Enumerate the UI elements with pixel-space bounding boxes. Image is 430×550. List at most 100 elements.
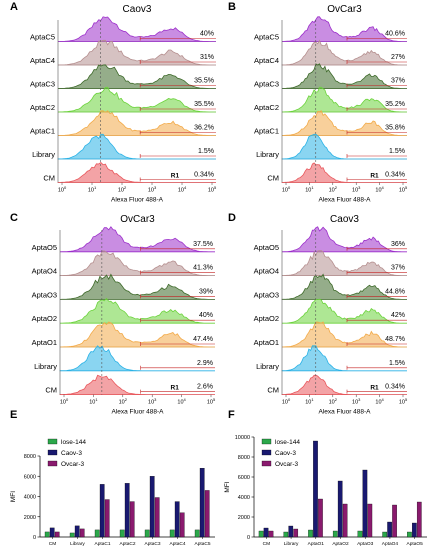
x-tick-label: 101 — [88, 185, 97, 194]
legend-label: lose-144 — [275, 439, 300, 446]
histogram-area — [57, 16, 216, 42]
bar-ovcar-3-aptao3 — [367, 503, 373, 538]
gate-percent: 0.34% — [385, 172, 405, 179]
x-tick-label: 105 — [207, 397, 216, 406]
bar-ovcar-3-aptac4 — [179, 512, 185, 538]
category-label: AptaC5 — [195, 541, 211, 547]
row-label: AptaO4 — [32, 267, 57, 276]
row-label: AptaO4 — [254, 267, 279, 276]
row-label: Library — [32, 150, 55, 159]
category-label: Library — [284, 541, 299, 547]
gate-label: R1 — [171, 173, 180, 180]
gate-percent: 1.5% — [389, 360, 405, 367]
histogram-row-cm: CM 2.6% — [45, 374, 215, 395]
bar-ovcar-3-aptac1 — [104, 499, 110, 538]
gate-percent: 31% — [200, 54, 214, 61]
panel-title: OvCar3 — [327, 4, 362, 15]
row-label: AptaO1 — [32, 338, 57, 347]
histogram-area — [57, 133, 216, 160]
histogram-area — [281, 345, 407, 372]
category-label: AptaO3 — [357, 541, 374, 547]
bar-lose-144-aptao3 — [357, 530, 363, 538]
histogram-row-aptac2: AptaC2 35.5% — [30, 86, 216, 113]
row-label: Library — [34, 362, 57, 371]
histogram-area — [281, 110, 407, 136]
histogram-area — [57, 161, 216, 183]
row-label: AptaO2 — [32, 314, 57, 323]
histogram-area — [281, 63, 407, 89]
bar-caov-3-cm — [263, 527, 269, 538]
row-label: AptaC1 — [254, 127, 279, 136]
histogram-area — [281, 321, 407, 348]
gate-percent: 35.5% — [194, 101, 214, 108]
bar-lose-144-library — [283, 531, 289, 538]
bar-ovcar-3-library — [293, 528, 299, 538]
row-label: AptaC2 — [30, 103, 55, 112]
x-tick-label: 100 — [282, 185, 291, 194]
bar-caov-3-aptao5 — [412, 522, 417, 538]
category-label: AptaO5 — [407, 541, 424, 547]
legend-swatch — [261, 438, 272, 445]
row-label: AptaC2 — [254, 103, 279, 112]
gate-percent: 48.7% — [385, 336, 405, 343]
bar-ovcar-3-aptao5 — [416, 501, 422, 538]
y-axis-label: MFI — [10, 491, 17, 502]
bar-lose-144-aptao4 — [382, 531, 388, 538]
gate-percent: 37% — [391, 78, 405, 85]
y-tick-label: 8000 — [238, 455, 250, 461]
histogram-row-aptac5: AptaC5 40.6% — [254, 16, 407, 42]
bar-ovcar-3-aptao2 — [342, 503, 348, 538]
y-tick-label: 10000 — [235, 435, 250, 441]
gate-percent: 1.5% — [389, 148, 405, 155]
x-tick-label: 104 — [178, 185, 187, 194]
row-label: AptaC3 — [30, 80, 55, 89]
y-tick-label: 0 — [247, 535, 250, 541]
y-tick-label: 8000 — [24, 454, 36, 460]
category-label: AptaC1 — [95, 541, 111, 547]
bar-caov-3-library — [74, 525, 80, 538]
x-tick-label: 100 — [282, 397, 291, 406]
row-label: Library — [256, 362, 279, 371]
histogram-area — [281, 86, 407, 113]
bar-lose-144-aptao2 — [332, 530, 338, 538]
panel-letter: F — [228, 409, 235, 421]
histogram-area — [281, 226, 407, 253]
x-tick-label: 103 — [352, 397, 361, 406]
x-tick-label: 100 — [60, 397, 69, 406]
category-label: AptaC3 — [145, 541, 161, 547]
panel-title: OvCar3 — [120, 214, 155, 225]
panel-letter: B — [228, 1, 236, 13]
bar-lose-144-aptac2 — [119, 529, 125, 538]
bar-lose-144-cm — [44, 531, 50, 538]
legend-label: Ovcar-3 — [275, 461, 299, 468]
bar-ovcar-3-cm — [54, 531, 60, 538]
category-label: AptaO4 — [382, 541, 399, 547]
histogram-area — [57, 110, 216, 136]
row-label: AptaC3 — [254, 80, 279, 89]
gate-percent: 35.2% — [385, 101, 405, 108]
histogram-row-aptac4: AptaC4 27% — [254, 39, 407, 66]
gate-percent: 37% — [391, 265, 405, 272]
histogram-area — [59, 374, 215, 395]
gate-percent: 47.4% — [193, 336, 213, 343]
row-label: AptaC4 — [254, 56, 279, 65]
histogram-row-aptac3: AptaC3 37% — [254, 63, 407, 89]
gate-percent: 40.6% — [385, 31, 405, 38]
row-label: AptaC5 — [30, 33, 55, 42]
histogram-row-aptao2: AptaO2 42% — [254, 298, 407, 324]
row-label: AptaC1 — [30, 127, 55, 136]
x-tick-label: 103 — [352, 185, 361, 194]
histogram-area — [281, 374, 407, 395]
gate-percent: 39% — [199, 288, 213, 295]
x-tick-label: 105 — [399, 185, 408, 194]
gate-percent: 2.9% — [197, 360, 213, 367]
histogram-area — [281, 133, 407, 160]
gate-percent: 40% — [200, 31, 214, 38]
histogram-area — [57, 64, 216, 89]
category-label: Library — [70, 541, 85, 547]
bar-caov-3-library — [288, 525, 294, 538]
bar-ovcar-3-aptao1 — [318, 498, 323, 538]
histogram-row-library: Library 2.9% — [34, 345, 215, 372]
